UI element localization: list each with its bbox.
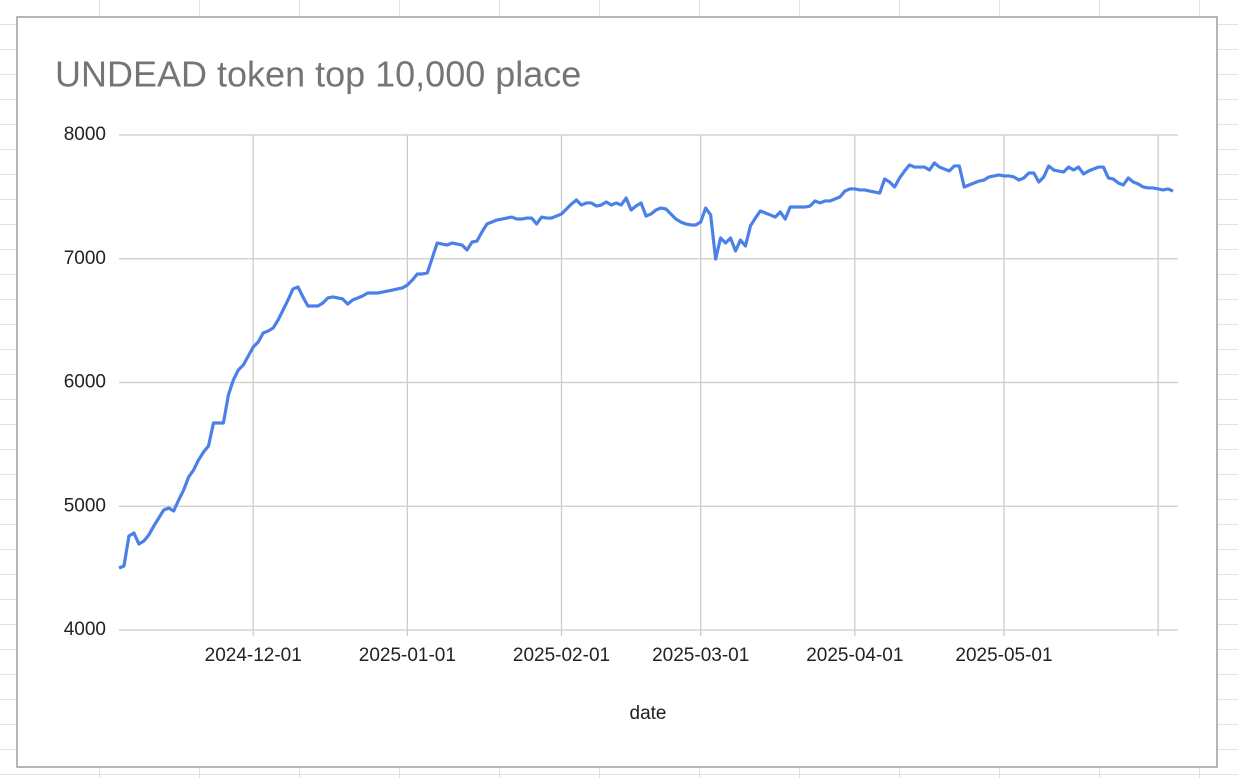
y-tick-label: 4000	[64, 619, 106, 640]
x-axis-label: date	[630, 703, 667, 724]
y-tick-label: 7000	[64, 248, 106, 269]
data-line	[118, 161, 1174, 570]
y-tick-label: 8000	[64, 124, 106, 145]
y-tick-label: 5000	[64, 495, 106, 516]
y-tick-label: 6000	[64, 372, 106, 393]
x-tick-label: 2024-12-01	[205, 645, 302, 666]
chart-frame	[16, 16, 1218, 768]
x-tick-label: 2025-02-01	[513, 645, 610, 666]
x-tick-label: 2025-05-01	[955, 645, 1052, 666]
x-tick-label: 2025-01-01	[359, 645, 456, 666]
x-tick-label: 2025-03-01	[652, 645, 749, 666]
chart-title: UNDEAD token top 10,000 place	[55, 54, 581, 95]
x-tick-label: 2025-04-01	[806, 645, 903, 666]
